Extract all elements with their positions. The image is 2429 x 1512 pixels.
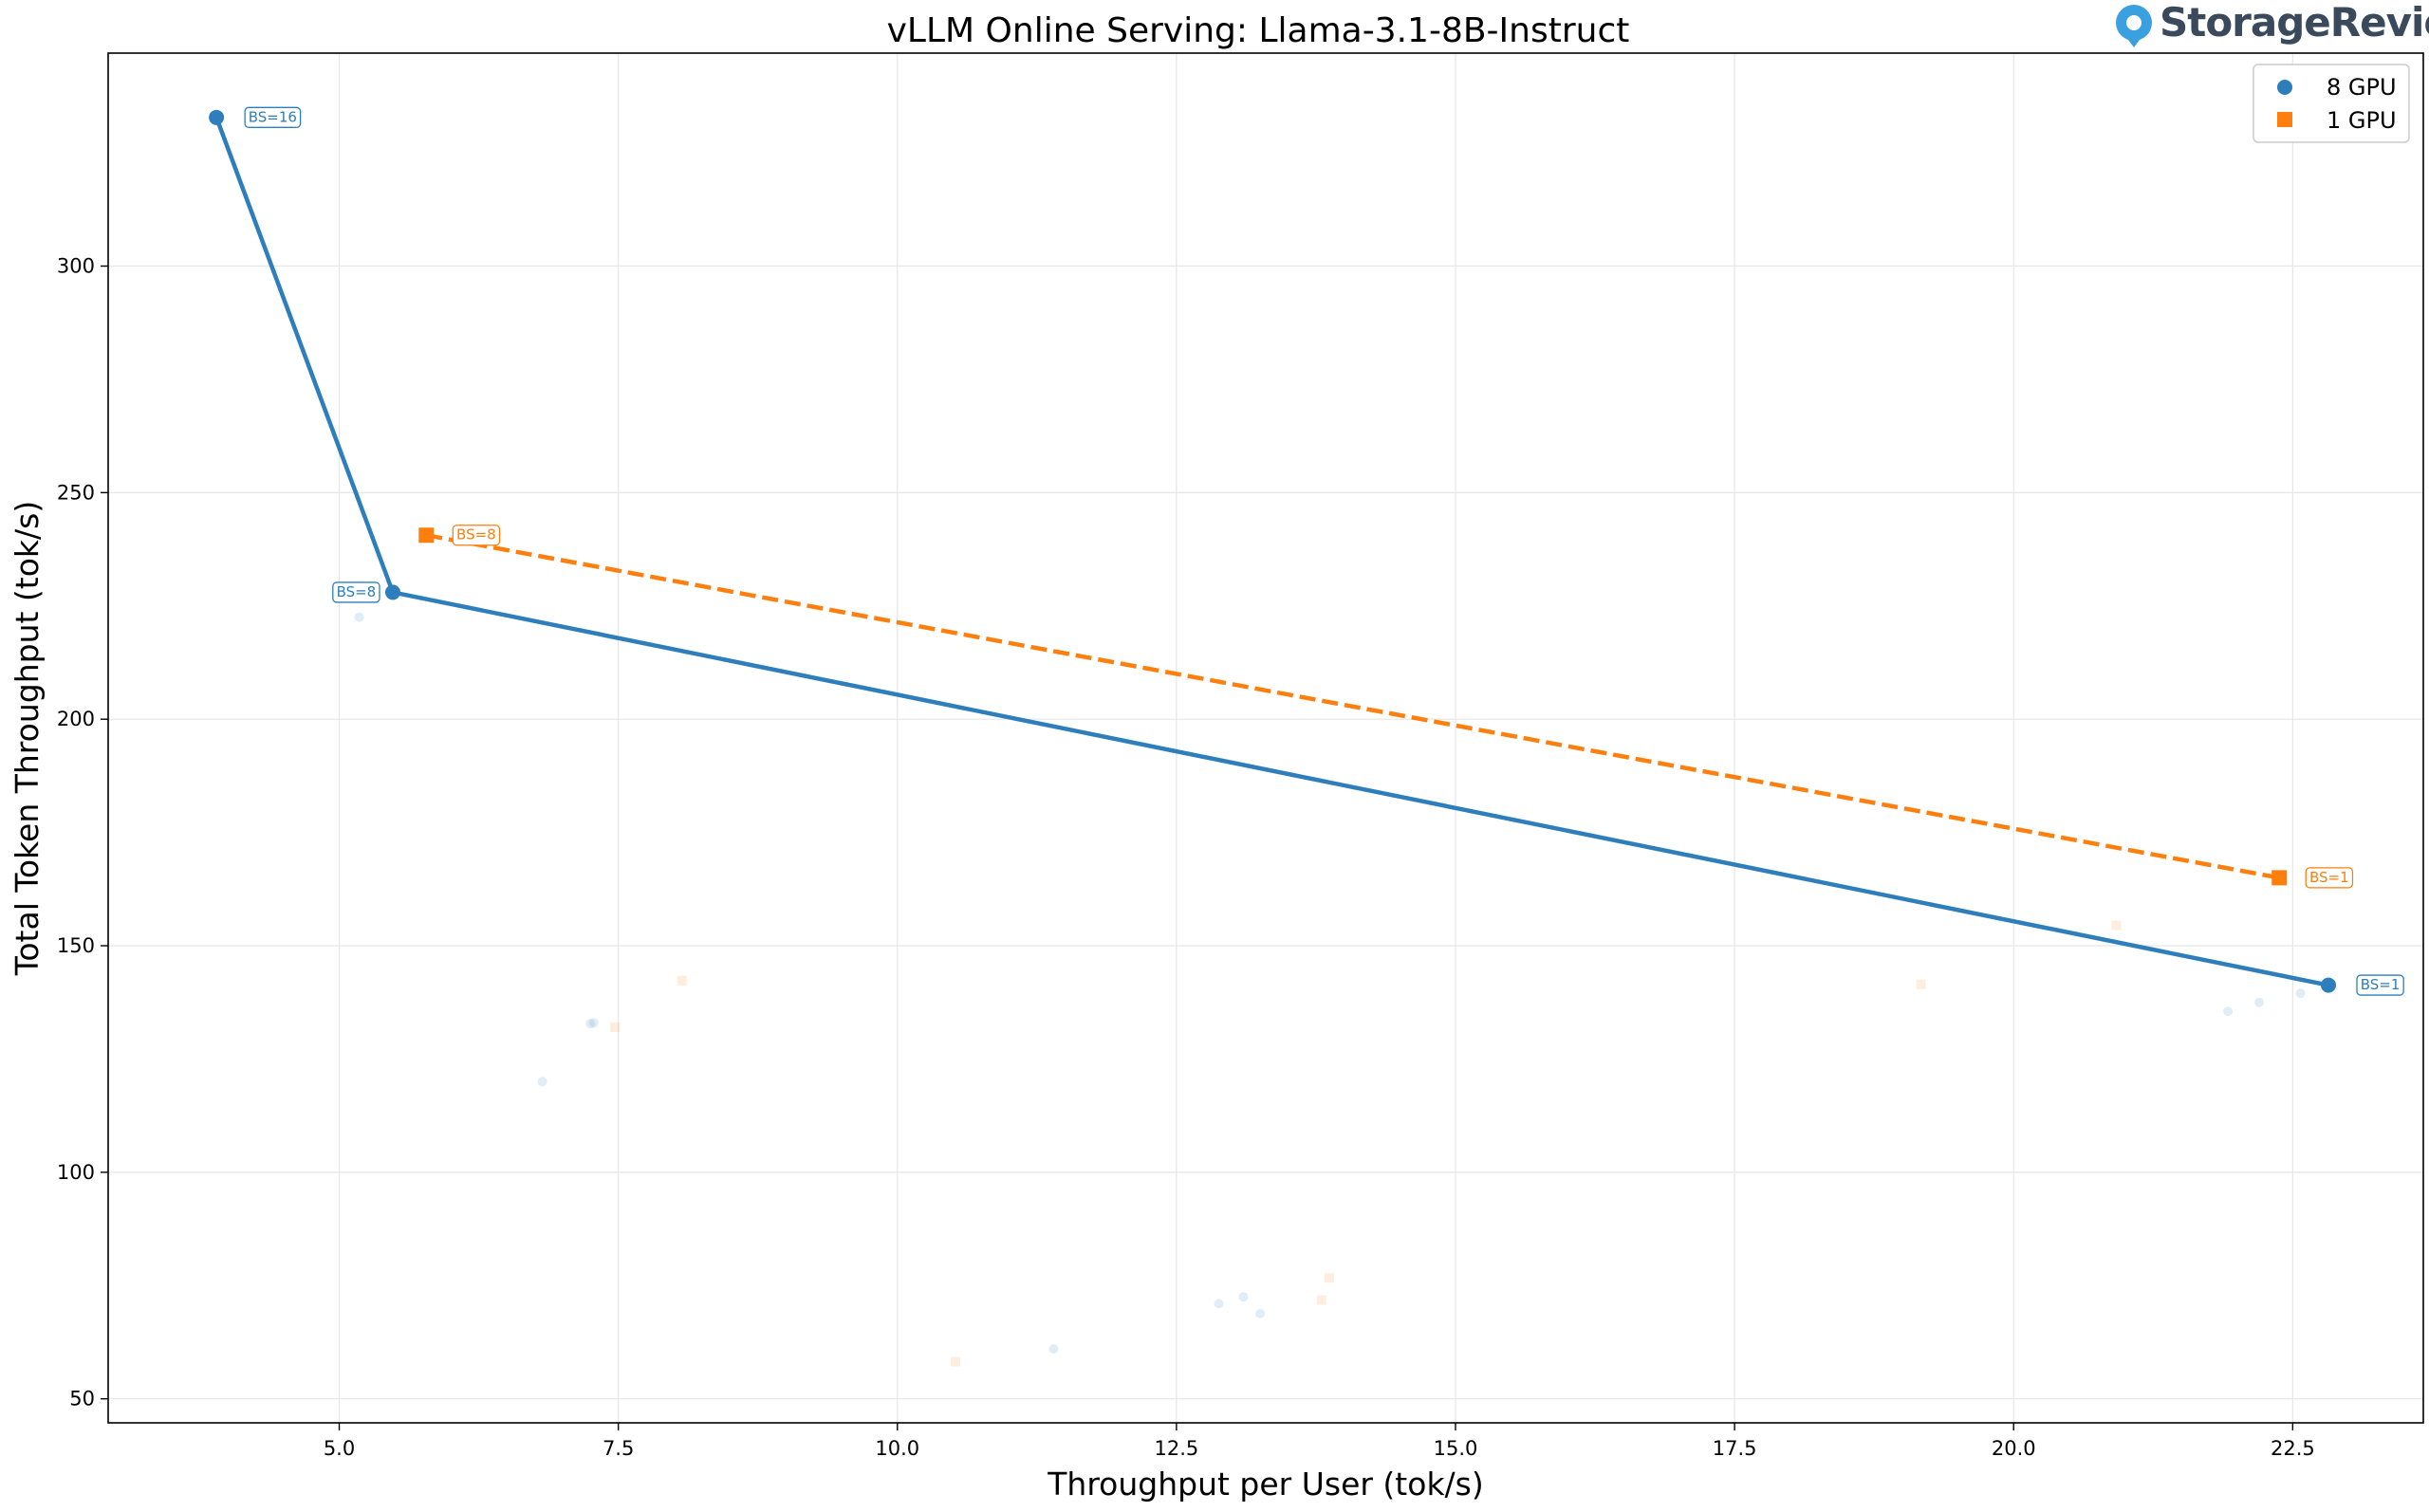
x-tick-label: 17.5 [1713,1437,1757,1460]
point-8-gpu [385,584,400,600]
y-axis-ticks: 50 100 150 200 250 300 [57,255,108,1411]
point-8-gpu [2321,977,2336,993]
annotation-box [452,525,501,546]
annotation-8-gpu-bs-8: BS=8 [332,581,380,603]
brand-name: StorageReview [2160,0,2429,46]
faint-point-8-gpu [585,1019,596,1029]
faint-point-8-gpu [2295,988,2306,999]
point-1-gpu [2271,870,2288,886]
annotation-8-gpu-bs-16: BS=16 [244,106,302,128]
faint-point-1-gpu [1316,1295,1326,1305]
faint-point-8-gpu [537,1077,547,1087]
series-markers [209,109,2336,993]
faint-point-8-gpu [1255,1308,1266,1318]
faint-point-8-gpu [588,1018,599,1028]
annotation-label: BS=8 [456,526,496,544]
annotation-1-gpu-bs-1: BS=1 [2305,867,2354,889]
faint-point-8-gpu [1214,1299,1224,1309]
x-tick-label: 5.0 [324,1437,355,1460]
point-annotations: BS=16 BS=8 BS=1 BS=8 BS=1 [244,106,2404,996]
x-tick-label: 7.5 [603,1437,634,1460]
faint-points [354,612,2306,1367]
annotation-box [2356,974,2404,996]
faint-point-1-gpu [950,1356,960,1367]
x-axis-label: Throughput per User (tok/s) [1047,1466,1484,1503]
faint-point-8-gpu [1048,1344,1059,1355]
y-tick-label: 100 [57,1161,95,1184]
storagereview-logo-icon [2116,5,2152,47]
y-tick-label: 50 [69,1388,95,1411]
x-tick-label: 20.0 [1992,1437,2036,1460]
series-line-1-gpu [425,532,2280,880]
faint-point-1-gpu [1325,1273,1335,1283]
annotation-box [332,581,380,603]
point-1-gpu [418,527,435,544]
y-tick-label: 300 [57,255,95,278]
faint-point-8-gpu [2223,1006,2234,1017]
faint-point-8-gpu [2254,997,2265,1007]
annotation-box [244,106,302,128]
x-axis-ticks: 5.0 7.5 10.0 12.5 15.0 17.5 20.0 22.5 [324,1423,2315,1460]
annotation-label: BS=1 [2309,869,2349,886]
x-tick-label: 10.0 [875,1437,919,1460]
y-tick-label: 250 [57,481,95,504]
legend-label-8-gpu: 8 GPU [2327,74,2397,101]
annotation-label: BS=1 [2361,976,2401,993]
annotation-box [2305,867,2354,889]
faint-point-1-gpu [677,975,687,986]
legend-marker-1-gpu [2277,112,2292,127]
x-tick-label: 15.0 [1434,1437,1478,1460]
y-tick-label: 200 [57,708,95,730]
faint-point-1-gpu [610,1022,621,1032]
legend-label-1-gpu: 1 GPU [2327,107,2397,134]
annotation-1-gpu-bs-8: BS=8 [452,525,501,546]
legend: 8 GPU 1 GPU [2253,64,2410,143]
annotation-label: BS=16 [249,108,297,125]
x-tick-label: 22.5 [2271,1437,2315,1460]
faint-point-1-gpu [2111,920,2122,931]
annotation-8-gpu-bs-1: BS=1 [2356,974,2404,996]
annotation-label: BS=8 [337,583,377,600]
faint-point-8-gpu [354,612,364,622]
plot-frame [107,52,2424,1424]
point-8-gpu [209,109,225,125]
x-tick-label: 12.5 [1154,1437,1198,1460]
faint-point-1-gpu [1916,979,1926,989]
faint-point-8-gpu [1238,1292,1249,1302]
grid [108,53,2423,1423]
chart-title: vLLM Online Serving: Llama-3.1-8B-Instru… [887,11,1630,50]
brand-logo: StorageReview [2116,0,2429,47]
y-axis-label: Total Token Throughput (tok/s) [9,501,46,976]
legend-marker-8-gpu [2277,80,2292,95]
y-tick-label: 150 [57,934,95,957]
